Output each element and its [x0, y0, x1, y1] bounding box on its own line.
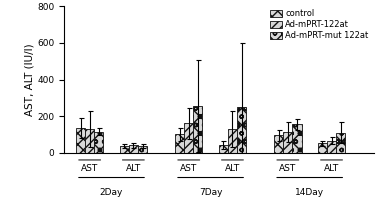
- Text: 2Day: 2Day: [100, 188, 123, 197]
- Text: 14Day: 14Day: [295, 188, 324, 197]
- Bar: [193, 106, 203, 153]
- Text: AST: AST: [81, 164, 98, 173]
- Bar: [219, 145, 228, 153]
- Text: AST: AST: [180, 164, 197, 173]
- Text: ALT: ALT: [324, 164, 339, 173]
- Y-axis label: AST, ALT (IU/l): AST, ALT (IU/l): [25, 43, 34, 116]
- Bar: [184, 123, 193, 153]
- Bar: [120, 146, 129, 153]
- Bar: [228, 129, 237, 153]
- Bar: [129, 145, 138, 153]
- Text: AST: AST: [279, 164, 296, 173]
- Bar: [336, 132, 345, 153]
- Bar: [318, 144, 327, 153]
- Legend: control, Ad-mPRT-122at, Ad-mPRT-mut 122at: control, Ad-mPRT-122at, Ad-mPRT-mut 122a…: [268, 8, 370, 42]
- Text: ALT: ALT: [126, 164, 141, 173]
- Bar: [283, 132, 293, 153]
- Bar: [237, 107, 246, 153]
- Bar: [274, 135, 283, 153]
- Bar: [293, 124, 302, 153]
- Bar: [175, 134, 184, 153]
- Bar: [327, 141, 336, 153]
- Bar: [76, 128, 85, 153]
- Text: 7Day: 7Day: [199, 188, 222, 197]
- Bar: [94, 132, 104, 153]
- Bar: [85, 129, 94, 153]
- Text: ALT: ALT: [225, 164, 240, 173]
- Bar: [138, 146, 147, 153]
